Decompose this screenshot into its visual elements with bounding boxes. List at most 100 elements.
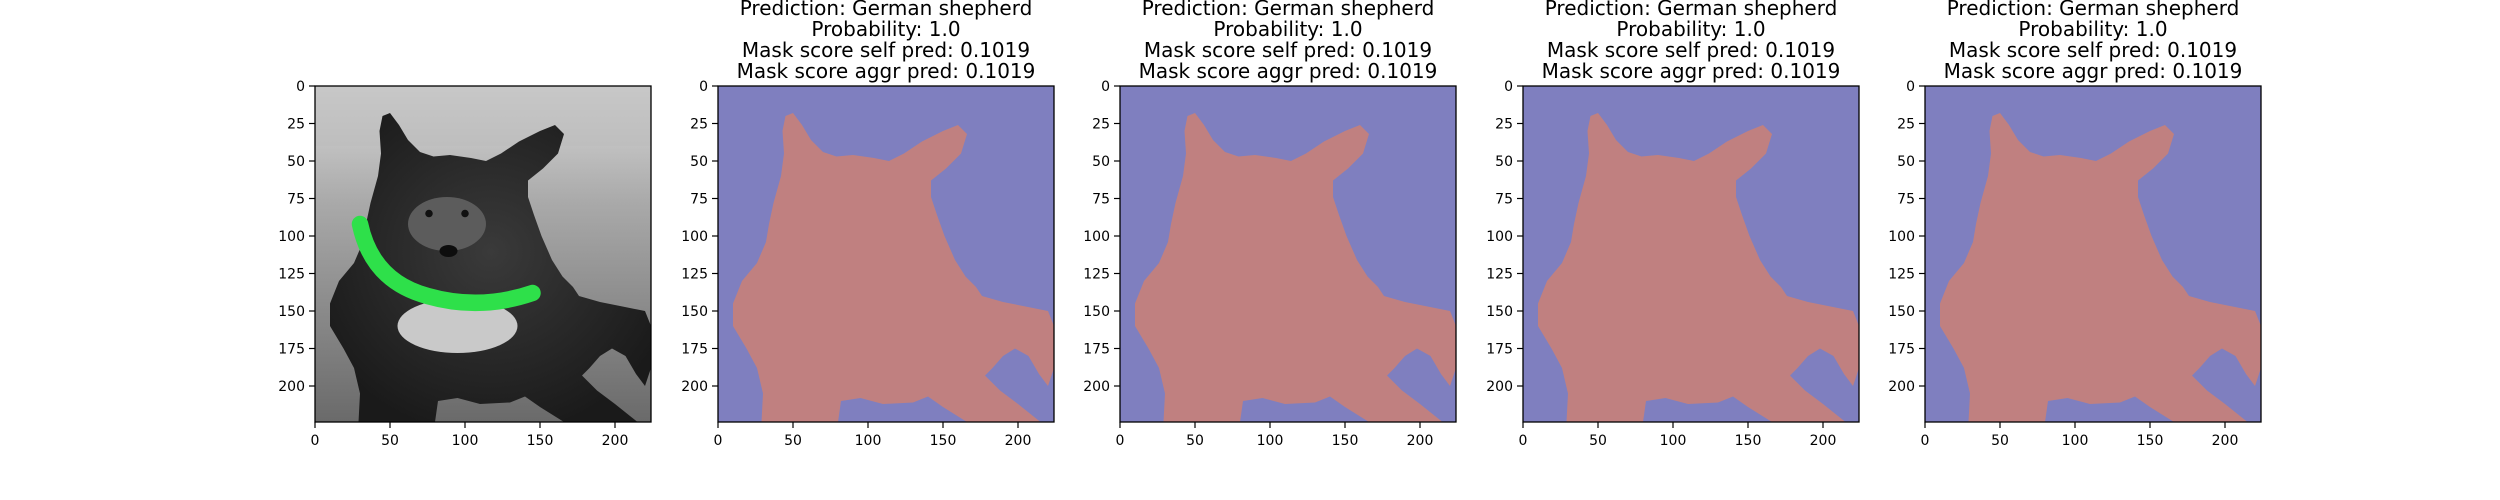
- x-tick-label: 100: [2062, 433, 2089, 449]
- plot-area: [1120, 86, 1456, 422]
- panel-title-line: Probability: 1.0: [1213, 17, 1362, 41]
- dog-face: [408, 197, 486, 251]
- y-tick-label: 25: [1495, 117, 1513, 133]
- y-tick-label: 200: [1486, 379, 1513, 395]
- y-tick-label: 0: [1504, 79, 1513, 95]
- mask-region: [1538, 113, 1859, 422]
- y-tick-label: 100: [278, 229, 305, 245]
- panel-title-line: Mask score self pred: 0.1019: [1949, 38, 2237, 62]
- y-tick-label: 150: [278, 304, 305, 320]
- y-tick-label: 175: [1486, 342, 1513, 358]
- y-tick-label: 25: [1092, 117, 1110, 133]
- x-tick-label: 0: [311, 433, 320, 449]
- y-tick-label: 75: [287, 192, 305, 208]
- x-tick-label: 150: [1735, 433, 1762, 449]
- panel-title-line: Mask score self pred: 0.1019: [1547, 38, 1835, 62]
- x-tick-label: 200: [2212, 433, 2239, 449]
- plot-area: [718, 86, 1054, 422]
- panel-2: Prediction: German shepherdProbability: …: [681, 0, 1055, 449]
- panel-title-line: Probability: 1.0: [2018, 17, 2167, 41]
- panel-title-line: Prediction: German shepherd: [1142, 0, 1435, 20]
- panel-title-line: Prediction: German shepherd: [1947, 0, 2240, 20]
- panel-title-line: Mask score self pred: 0.1019: [742, 38, 1030, 62]
- y-tick-label: 150: [1486, 304, 1513, 320]
- y-tick-label: 25: [690, 117, 708, 133]
- y-tick-label: 150: [1888, 304, 1915, 320]
- y-tick-label: 175: [681, 342, 708, 358]
- photo-trees: [315, 86, 651, 146]
- y-tick-label: 125: [1486, 267, 1513, 283]
- y-tick-label: 0: [296, 79, 305, 95]
- y-tick-label: 175: [1083, 342, 1110, 358]
- y-tick-label: 125: [1083, 267, 1110, 283]
- axes-frame: [1119, 85, 1457, 423]
- y-tick-label: 175: [278, 342, 305, 358]
- y-tick-label: 200: [681, 379, 708, 395]
- x-tick-label: 0: [1519, 433, 1528, 449]
- y-tick-label: 100: [681, 229, 708, 245]
- y-tick-label: 150: [1083, 304, 1110, 320]
- panel-title-line: Mask score aggr pred: 0.1019: [1139, 59, 1438, 83]
- y-tick-label: 75: [690, 192, 708, 208]
- y-tick-label: 0: [1101, 79, 1110, 95]
- dog-chest: [397, 299, 518, 353]
- mask-region: [733, 113, 1054, 422]
- y-tick-label: 0: [1906, 79, 1915, 95]
- y-tick-label: 200: [278, 379, 305, 395]
- panel-title-line: Mask score self pred: 0.1019: [1144, 38, 1432, 62]
- panel-title-line: Mask score aggr pred: 0.1019: [1944, 59, 2243, 83]
- x-tick-label: 100: [855, 433, 882, 449]
- x-tick-label: 0: [714, 433, 723, 449]
- green-collar: [351, 215, 541, 312]
- plot-area: [1925, 86, 2261, 422]
- x-tick-label: 0: [1921, 433, 1930, 449]
- panels-group: 0 50 100 150 2000255075100125150175200Predic…: [278, 0, 2262, 449]
- panel-1: 0 50 100 150 200 0 25 50 75 100 125 150 175 200: [278, 79, 652, 449]
- y-tick-label: 25: [287, 117, 305, 133]
- y-tick-label: 50: [1495, 154, 1513, 170]
- mask-region: [1940, 113, 2261, 422]
- x-tick-label: 150: [1332, 433, 1359, 449]
- y-tick-label: 75: [1897, 192, 1915, 208]
- y-tick-label: 200: [1083, 379, 1110, 395]
- y-tick-label: 75: [1495, 192, 1513, 208]
- y-tick-label: 25: [1897, 117, 1915, 133]
- y-tick-label: 50: [287, 154, 305, 170]
- x-tick-label: 0: [1116, 433, 1125, 449]
- axes-frame: [717, 85, 1055, 423]
- dog-eye: [461, 209, 469, 218]
- x-tick-label: 200: [1810, 433, 1837, 449]
- x-tick-label: 50: [1589, 433, 1607, 449]
- panel-title-line: Prediction: German shepherd: [740, 0, 1033, 20]
- dog-silhouette: [330, 113, 651, 422]
- panel-title-line: Prediction: German shepherd: [1545, 0, 1838, 20]
- axes-frame: [1924, 85, 2262, 423]
- x-tick-label: 150: [2137, 433, 2164, 449]
- x-tick-label: 150: [930, 433, 957, 449]
- x-tick-label: 100: [1660, 433, 1687, 449]
- dog-eye: [425, 209, 433, 218]
- y-tick-label: 175: [1888, 342, 1915, 358]
- axes-frame: [1522, 85, 1860, 423]
- y-tick-label: 50: [690, 154, 708, 170]
- panel-title-line: Probability: 1.0: [1616, 17, 1765, 41]
- y-tick-label: 125: [681, 267, 708, 283]
- y-tick-label: 0: [699, 79, 708, 95]
- x-tick-label: 200: [1005, 433, 1032, 449]
- panel-4: Prediction: German shepherdProbability: …: [1486, 0, 1860, 449]
- dog-nose: [439, 245, 458, 257]
- y-tick-label: 125: [1888, 267, 1915, 283]
- mask-region: [1135, 113, 1456, 422]
- x-tick-label: 50: [1186, 433, 1204, 449]
- x-tick-label: 200: [602, 433, 629, 449]
- x-tick-label: 100: [1257, 433, 1284, 449]
- plot-area: [1523, 86, 1859, 422]
- x-tick-label: 100: [452, 433, 479, 449]
- y-tick-label: 50: [1897, 154, 1915, 170]
- y-tick-label: 50: [1092, 154, 1110, 170]
- axes-frame: [314, 85, 652, 423]
- y-tick-label: 150: [681, 304, 708, 320]
- panel-title-line: Probability: 1.0: [811, 17, 960, 41]
- panel-title-line: Mask score aggr pred: 0.1019: [1542, 59, 1841, 83]
- y-tick-label: 100: [1486, 229, 1513, 245]
